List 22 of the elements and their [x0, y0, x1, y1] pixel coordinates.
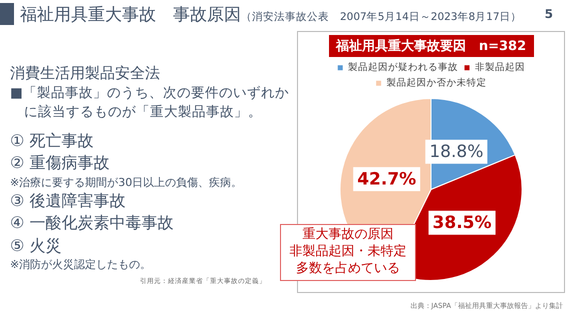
text: 非製品起因・未特定: [288, 244, 408, 261]
text: ④ 一酸化炭素中毒事故: [10, 212, 174, 234]
legend-label: 製品起因か否か未特定: [386, 76, 486, 89]
data-label: 38.5%: [432, 213, 492, 234]
text: （消安法事故公表 2007年5月14日～2023年8月17日）: [241, 11, 522, 23]
legend-label: 製品起因が疑われる事故: [348, 61, 458, 74]
text: ② 重傷病事故: [10, 152, 110, 174]
text: 福祉用具重大事故 事故原因: [20, 5, 241, 25]
chart-title: 福祉用具重大事故要因 n=382: [328, 35, 534, 57]
data-label: 18.8%: [429, 142, 484, 162]
text: 消費生活用製品安全法: [10, 63, 161, 84]
data-label: 42.7%: [357, 170, 416, 190]
text: ⑤ 火災: [10, 236, 62, 255]
text: 多数を占めている: [295, 260, 401, 278]
legend-label: 非製品起因: [474, 61, 525, 74]
text: ■「製品事故」のうち、次の要件のいずれかに該当するものが「重大製品事故」。: [10, 84, 290, 122]
text: 5: [544, 7, 553, 21]
text: ① 死亡事故: [10, 130, 94, 152]
text: ③ 後遺障害事故: [10, 190, 126, 212]
text: ※消防が火災認定したもの。: [10, 257, 152, 273]
text: 重大事故の原因: [302, 227, 394, 244]
text: ※治療に要する期間が30日以上の負傷、疾病。: [10, 174, 244, 190]
